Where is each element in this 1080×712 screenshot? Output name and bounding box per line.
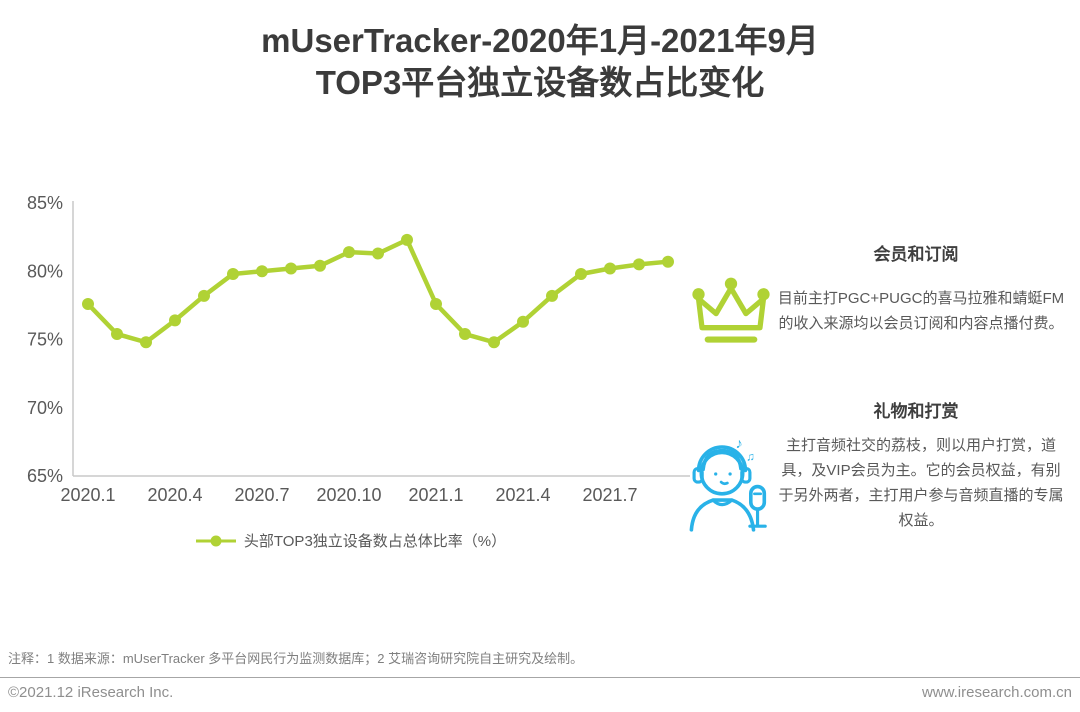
panel-membership-body: 目前主打PGC+PUGC的喜马拉雅和蜻蜓FM的收入来源均以会员订阅和内容点播付费…	[777, 290, 1065, 332]
info-panel: 会员和订阅 目前主打PGC+PUGC的喜马拉雅和蜻蜓FM的收入来源均以会员订阅和…	[686, 240, 1066, 534]
footer: ©2021.12 iResearch Inc. www.iresearch.co…	[0, 684, 1080, 701]
x-tick-label: 2021.7	[582, 485, 637, 505]
panel-gifts-title: 礼物和打赏	[873, 402, 959, 421]
data-point	[314, 259, 326, 272]
data-point	[604, 262, 616, 275]
x-tick-label: 2021.1	[408, 485, 463, 505]
data-point	[140, 336, 152, 349]
x-tick-label: 2020.4	[147, 485, 202, 505]
data-point	[662, 255, 674, 268]
data-point	[546, 289, 558, 302]
panel-gifts: 礼物和打赏	[686, 397, 1066, 534]
panel-membership-title: 会员和订阅	[873, 245, 959, 264]
panel-gifts-body: 主打音频社交的荔枝，则以用户打赏，道具，及VIP会员为主。它的会员权益，有别于另…	[778, 437, 1064, 529]
line-chart: 65% 70% 75% 80% 85% 2020.1 2020.4 2020.7 2020.10…	[27, 193, 690, 505]
page-title: mUserTracker-2020年1月-2021年9月 TOP3平台独立设备数…	[0, 20, 1080, 104]
data-point	[198, 289, 210, 302]
data-point	[285, 262, 297, 275]
x-tick-label: 2021.4	[495, 485, 550, 505]
y-tick-label: 65%	[27, 466, 63, 486]
footer-divider	[0, 677, 1080, 678]
data-point	[256, 265, 268, 278]
x-tick-label: 2020.10	[316, 485, 381, 505]
y-tick-label: 70%	[27, 398, 63, 418]
data-point	[111, 328, 123, 341]
data-point	[459, 328, 471, 341]
y-tick-label: 75%	[27, 330, 63, 350]
chart-area: 65% 70% 75% 80% 85% 2020.1 2020.4 2020.7 2020.10…	[0, 185, 700, 575]
data-point	[401, 233, 413, 246]
y-tick-label: 85%	[27, 193, 63, 213]
copyright-text: ©2021.12 iResearch Inc.	[8, 684, 174, 701]
x-tick-label: 2020.7	[234, 485, 289, 505]
legend-marker-icon	[195, 535, 236, 546]
data-point	[488, 336, 500, 349]
website-link: www.iresearch.com.cn	[921, 684, 1072, 701]
data-point	[372, 247, 384, 260]
footnote: 注释：1 数据来源：mUserTracker 多平台网民行为监测数据库；2 艾瑞…	[8, 651, 584, 666]
y-tick-label: 80%	[27, 261, 63, 281]
chart-legend: 头部TOP3独立设备数占总体比率（%）	[0, 530, 700, 551]
singer-icon: ♪ ♫	[686, 432, 776, 534]
page-title-line2: TOP3平台独立设备数占比变化	[315, 64, 765, 101]
data-point	[169, 314, 181, 327]
data-point	[517, 315, 529, 328]
data-point	[227, 267, 239, 280]
data-point	[633, 258, 645, 271]
data-point	[430, 298, 442, 311]
data-point	[82, 298, 94, 311]
data-point	[343, 246, 355, 259]
panel-membership: 会员和订阅 目前主打PGC+PUGC的喜马拉雅和蜻蜓FM的收入来源均以会员订阅和…	[686, 240, 1066, 347]
svg-text:♫: ♫	[746, 451, 755, 464]
x-tick-label: 2020.1	[60, 485, 115, 505]
page-title-line1: mUserTracker-2020年1月-2021年9月	[261, 22, 819, 59]
legend-label: 头部TOP3独立设备数占总体比率（%）	[243, 533, 507, 550]
data-point	[575, 267, 587, 280]
svg-text:♪: ♪	[736, 436, 743, 452]
crown-icon	[686, 275, 776, 347]
